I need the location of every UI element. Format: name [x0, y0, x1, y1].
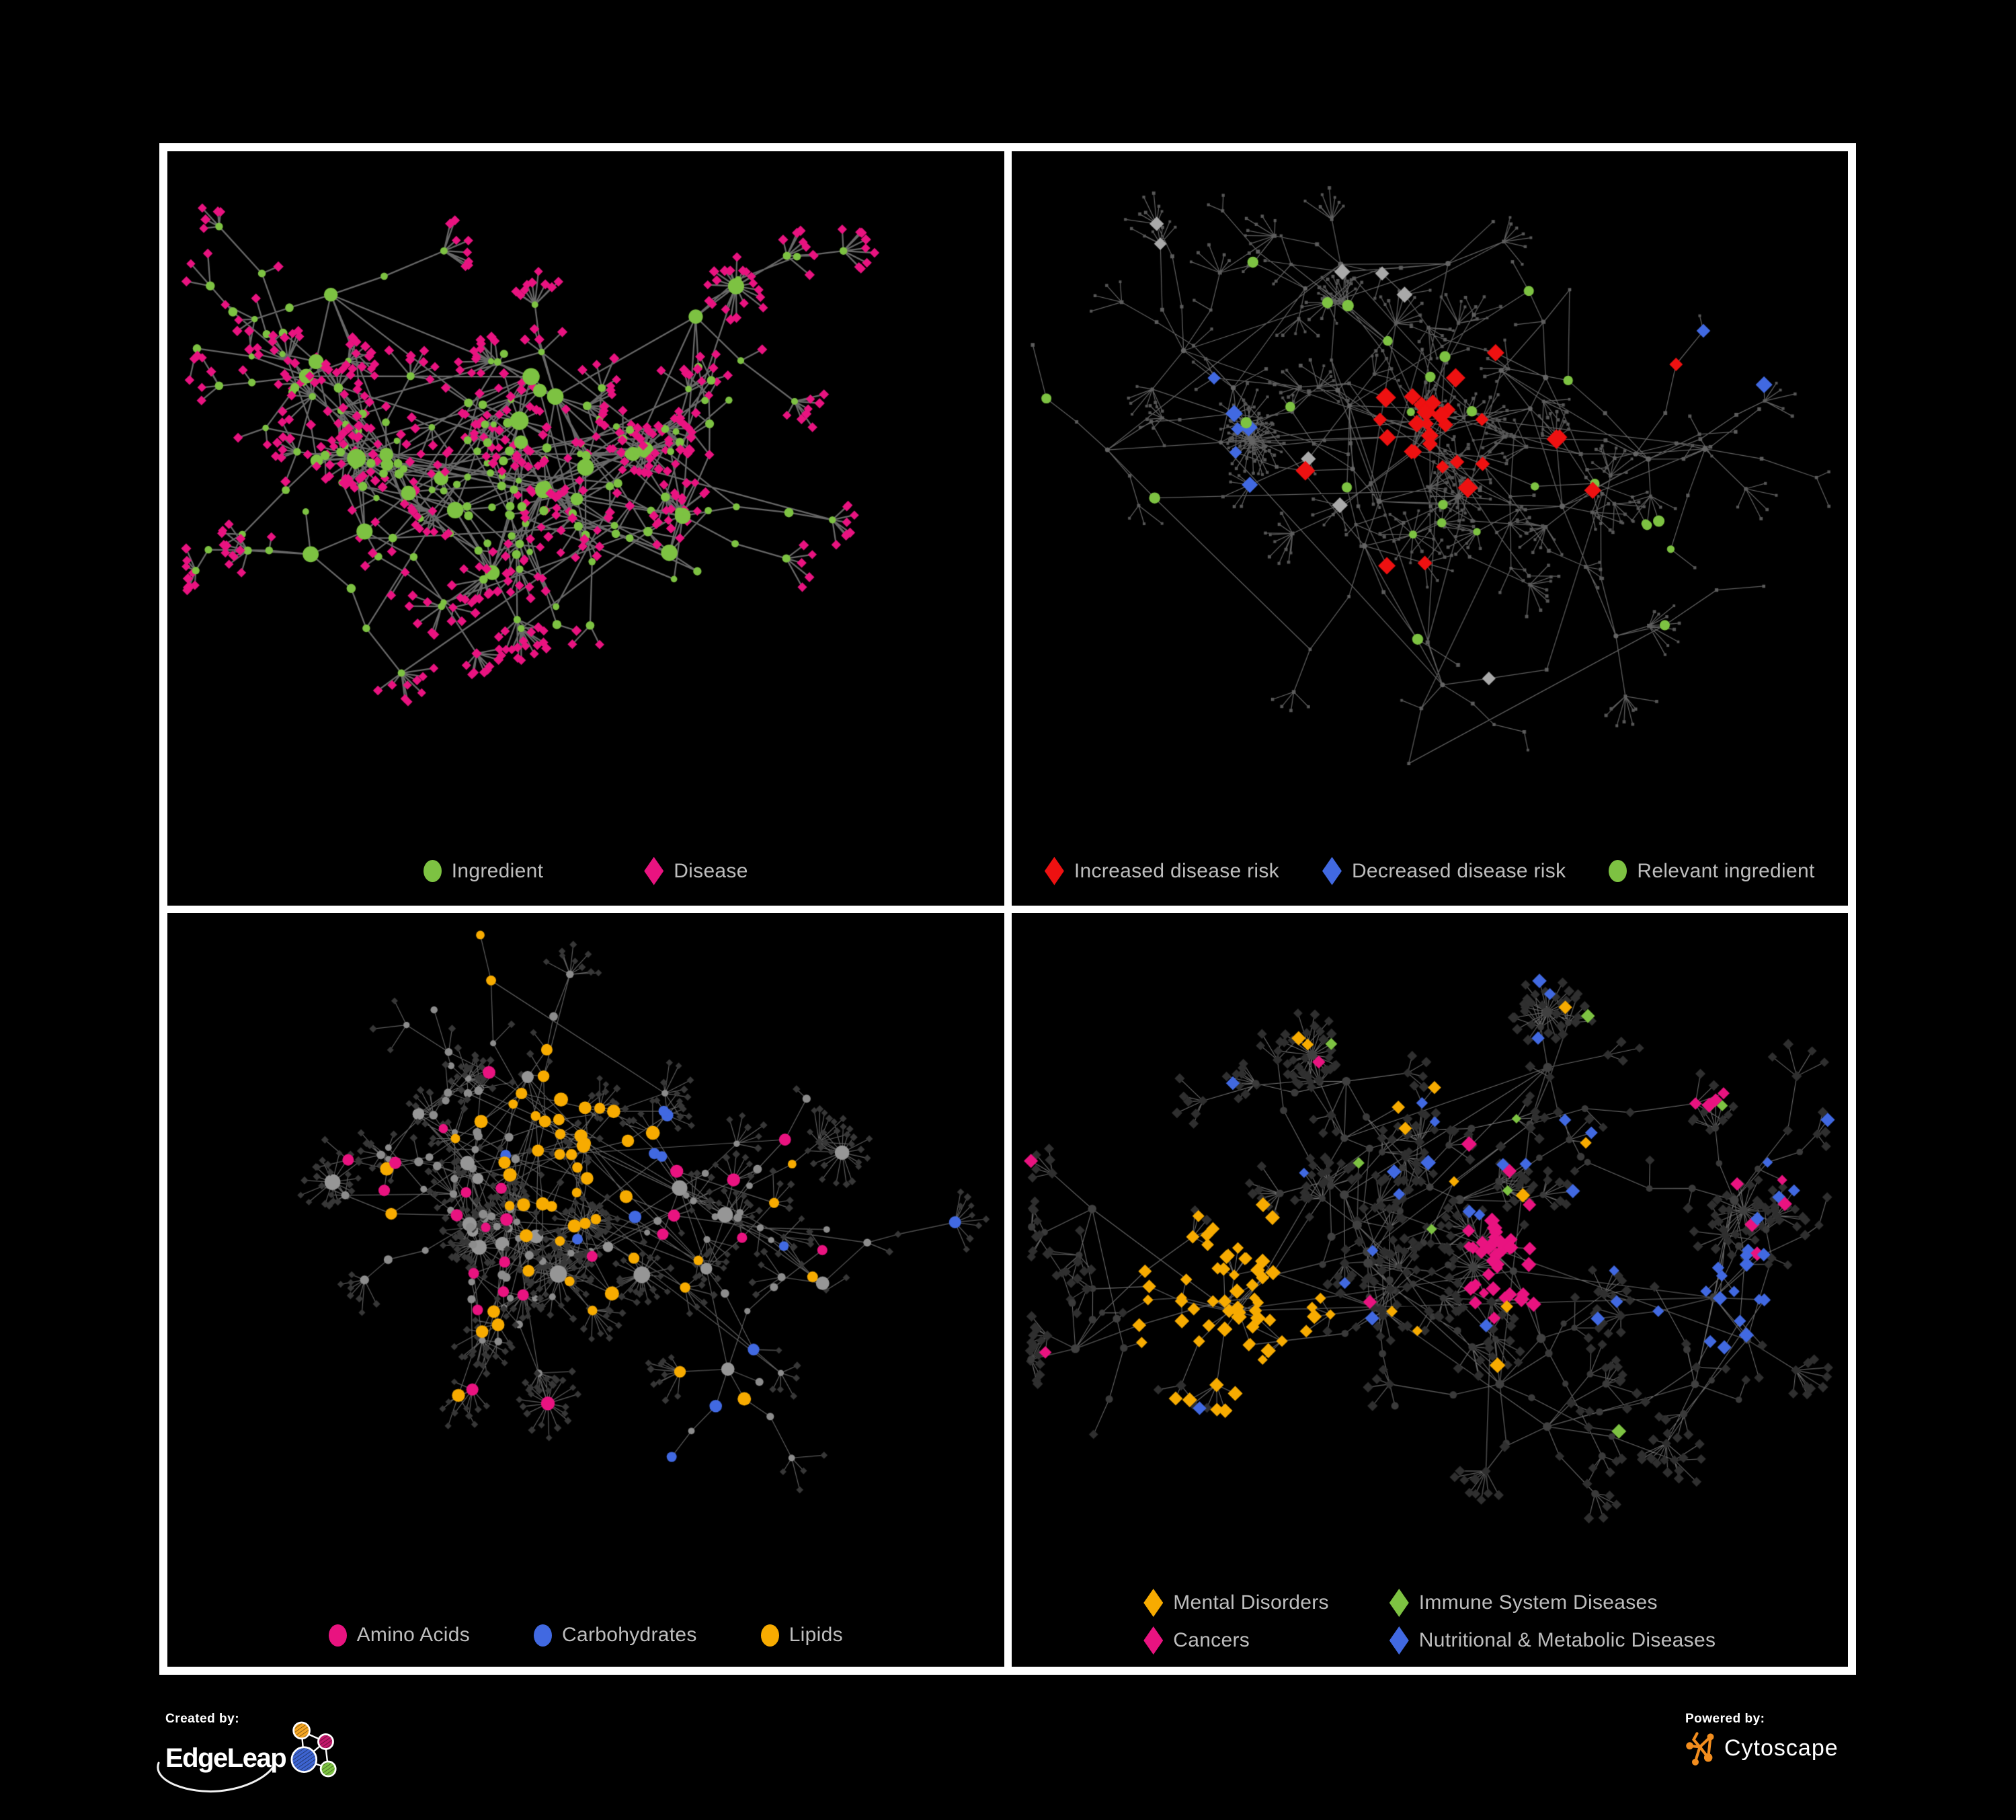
nutritional-metabolic-marker [1389, 1626, 1409, 1655]
immune-diseases-marker [1389, 1589, 1409, 1617]
cytoscape-network-icon [1686, 1732, 1714, 1766]
cytoscape-wordmark: Cytoscape [1724, 1735, 1839, 1761]
edgeleap-credit: Created by: EdgeLeap [157, 1712, 345, 1793]
legend-item-carbohydrates: Carbohydrates [534, 1624, 697, 1647]
powered-by-label: Powered by: [1685, 1712, 1765, 1726]
panel-macronutrients: Amino Acids Carbohydrates Lipids [167, 912, 1004, 1667]
legend-label: Nutritional & Metabolic Diseases [1418, 1629, 1716, 1651]
edgeleap-brand-row: EdgeLeap [157, 1721, 345, 1793]
cytoscape-credit: Powered by: Cytoscape [1685, 1712, 1839, 1767]
legend-label: Decreased disease risk [1351, 859, 1566, 882]
cancers-marker [1143, 1626, 1164, 1655]
legend-item-amino-acids: Amino Acids [328, 1624, 470, 1647]
legend-disease-risk: Increased disease risk Decreased disease… [1012, 857, 1849, 885]
panel-disease-classes: Mental Disorders Immune System Diseases … [1011, 912, 1849, 1667]
created-by-label: Created by: [165, 1712, 240, 1726]
panel-grid: Ingredient Disease Increased disease ris… [159, 143, 1856, 1675]
legend-item-nutritional-metabolic: Nutritional & Metabolic Diseases [1389, 1626, 1716, 1655]
network-canvas-ingredient-disease [167, 151, 1004, 906]
increased-risk-marker [1044, 857, 1064, 885]
legend-item-increased-risk: Increased disease risk [1044, 857, 1279, 885]
legend-label: Increased disease risk [1074, 859, 1279, 882]
amino-acids-marker [328, 1624, 347, 1647]
network-canvas-disease-classes [1011, 912, 1848, 1667]
legend-label: Lipids [789, 1624, 843, 1646]
legend-label: Relevant ingredient [1637, 859, 1815, 882]
legend-label: Cancers [1173, 1629, 1250, 1651]
legend-item-lipids: Lipids [760, 1624, 843, 1647]
cytoscape-brand-row: Cytoscape [1685, 1729, 1839, 1767]
legend-ingredient-disease: Ingredient Disease [167, 857, 1004, 885]
legend-item-relevant-ingredient: Relevant ingredient [1609, 860, 1814, 883]
legend-label: Ingredient [451, 859, 544, 882]
legend-item-decreased-risk: Decreased disease risk [1322, 857, 1566, 885]
panel-ingredient-disease: Ingredient Disease [167, 151, 1004, 906]
ingredient-marker [423, 860, 442, 882]
legend-label: Mental Disorders [1173, 1591, 1329, 1614]
network-canvas-macronutrients [167, 912, 1004, 1667]
legend-item-ingredient: Ingredient [423, 859, 544, 883]
legend-label: Amino Acids [356, 1624, 470, 1646]
legend-item-cancers: Cancers [1143, 1626, 1329, 1655]
network-canvas-disease-risk [1011, 151, 1848, 906]
legend-item-immune-diseases: Immune System Diseases [1389, 1589, 1716, 1617]
legend-disease-classes: Mental Disorders Immune System Diseases … [1012, 1589, 1849, 1655]
decreased-risk-marker [1322, 857, 1342, 885]
lipids-marker [760, 1624, 779, 1647]
panel-disease-risk: Increased disease risk Decreased disease… [1011, 151, 1849, 906]
legend-label: Disease [674, 859, 748, 882]
legend-label: Carbohydrates [562, 1624, 697, 1646]
legend-macronutrients: Amino Acids Carbohydrates Lipids [167, 1624, 1004, 1647]
relevant-ingredient-marker [1609, 860, 1627, 882]
legend-item-disease: Disease [644, 857, 748, 885]
legend-label: Immune System Diseases [1418, 1591, 1658, 1614]
carbohydrates-marker [534, 1624, 552, 1647]
edgeleap-network-icon [290, 1721, 337, 1778]
legend-item-mental-disorders: Mental Disorders [1143, 1589, 1329, 1617]
mental-disorders-marker [1143, 1589, 1164, 1617]
disease-marker [644, 857, 664, 885]
edgeleap-wordmark: EdgeLeap [165, 1743, 287, 1773]
